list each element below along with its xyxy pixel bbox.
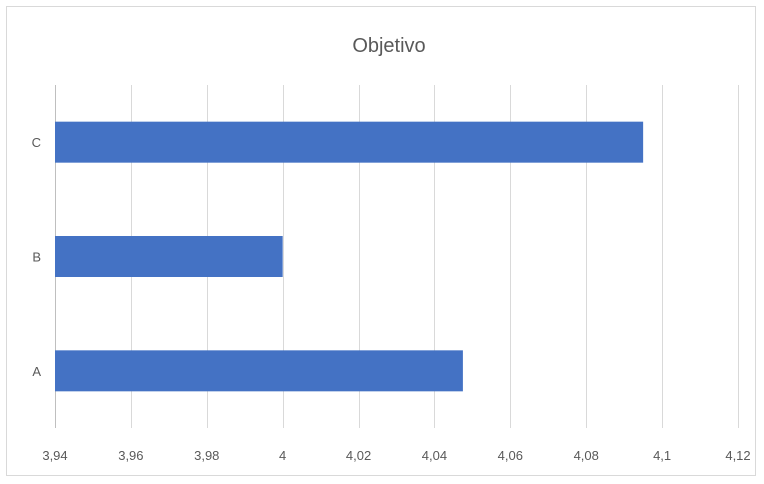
- y-tick-label-B: B: [32, 250, 41, 265]
- x-tick-label: 3,96: [118, 448, 143, 463]
- bar-A: [55, 350, 463, 392]
- x-tick-labels: 3,94 3,96 3,98 4 4,02 4,04 4,06 4,08 4,1 4,12: [42, 448, 750, 463]
- x-tick-label: 3,98: [194, 448, 219, 463]
- bar-C: [55, 121, 644, 163]
- bars: [55, 121, 644, 392]
- bar-B: [55, 236, 283, 277]
- chart-title: Objetivo: [352, 35, 425, 57]
- x-tick-label: 4: [279, 448, 286, 463]
- y-tick-labels: A B C: [32, 135, 42, 379]
- x-tick-label: 4,1: [653, 448, 671, 463]
- x-tick-label: 4,08: [574, 448, 599, 463]
- y-tick-label-A: A: [32, 364, 41, 379]
- x-tick-label: 4,02: [346, 448, 371, 463]
- x-tick-label: 4,12: [725, 448, 750, 463]
- x-tick-label: 4,06: [498, 448, 523, 463]
- x-tick-label: 3,94: [42, 448, 67, 463]
- x-tick-label: 4,04: [422, 448, 447, 463]
- y-tick-label-C: C: [32, 135, 41, 150]
